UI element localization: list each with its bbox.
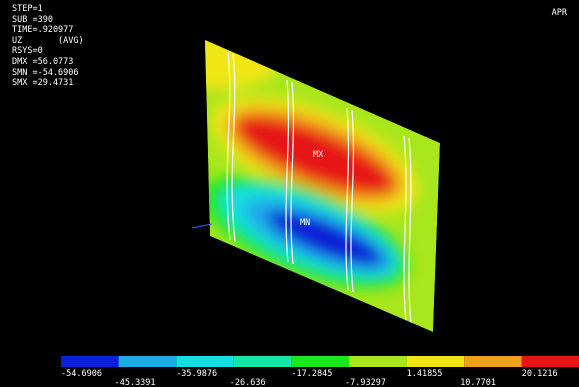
min-marker: MN — [300, 218, 310, 228]
legend-label: 20.1216 — [522, 369, 558, 379]
axis-triad — [192, 224, 212, 228]
legend-label: -45.3391 — [115, 378, 156, 387]
legend-swatch — [349, 356, 407, 367]
plate — [160, 30, 440, 332]
screen: STEP=1SUB =390TIME=.920977UZ (AVG)RSYS=0… — [0, 0, 579, 387]
legend-label: -7.93297 — [345, 378, 386, 387]
legend-label: 10.7701 — [460, 378, 496, 387]
legend-swatch — [61, 356, 119, 367]
legend-label: 1.41855 — [407, 369, 443, 379]
legend-swatch — [522, 356, 579, 367]
legend-swatch — [291, 356, 349, 367]
legend-swatch — [176, 356, 234, 367]
legend-swatch — [119, 356, 177, 367]
viewport: MX MN -54.6906 -45.3391 -35.9876 -26.636 -17… — [0, 0, 579, 387]
legend-label: -35.9876 — [176, 369, 217, 379]
max-marker: MX — [313, 150, 324, 160]
legend-swatch — [407, 356, 465, 367]
legend-swatch — [234, 356, 292, 367]
legend-label: -17.2845 — [291, 369, 332, 379]
legend-swatch — [464, 356, 522, 367]
legend: -54.6906 -45.3391 -35.9876 -26.636 -17.2845 -… — [61, 356, 579, 387]
legend-label: -54.6906 — [61, 369, 102, 379]
legend-label: -26.636 — [230, 378, 266, 387]
